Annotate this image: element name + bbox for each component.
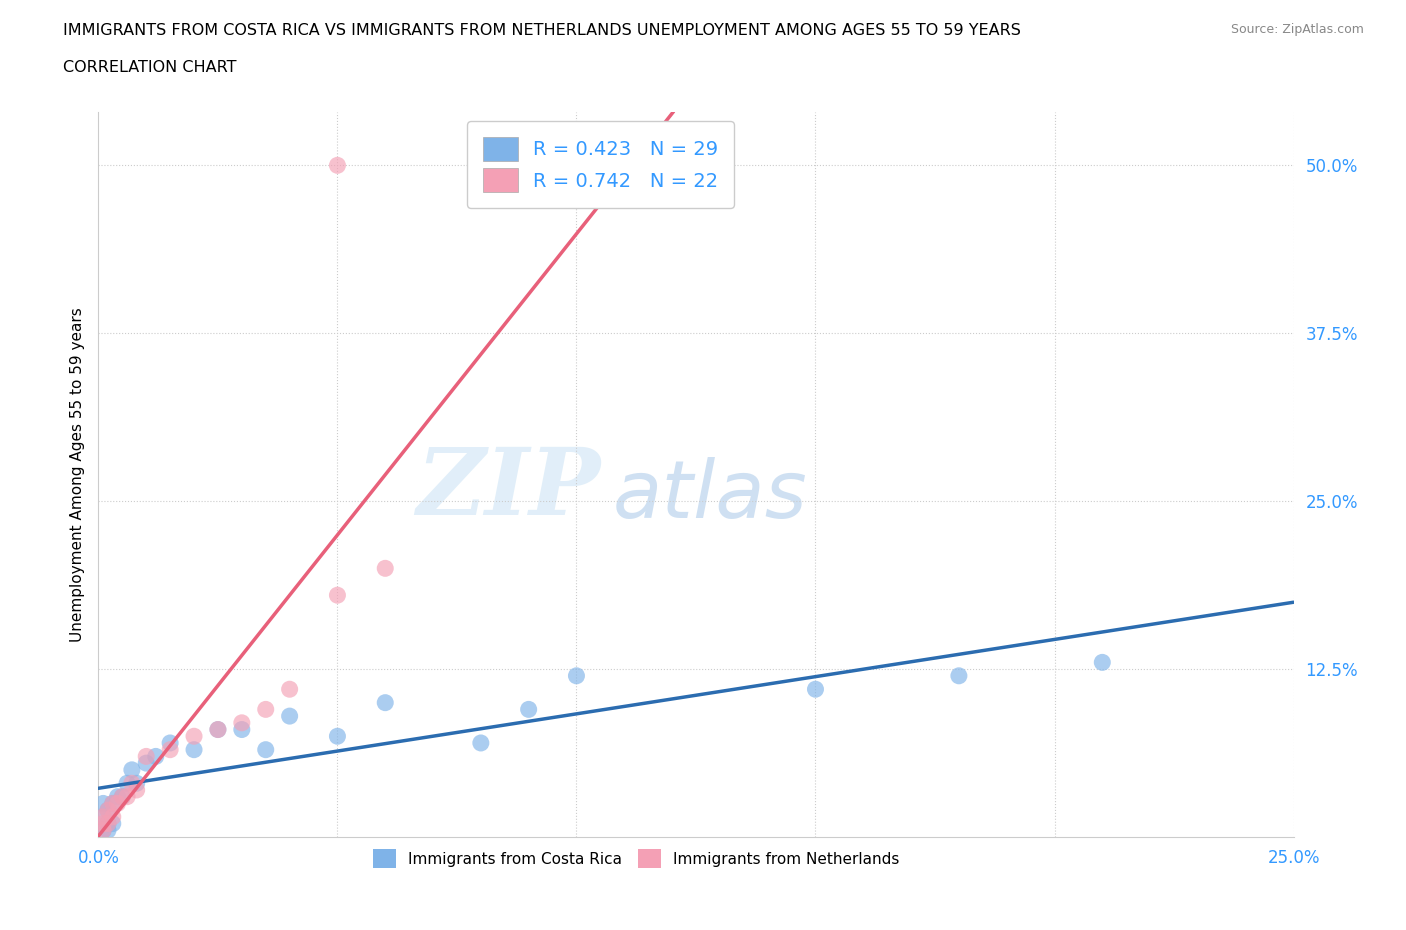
Point xyxy=(91,809,114,824)
Point xyxy=(91,809,114,824)
Point xyxy=(183,729,205,744)
Point xyxy=(565,669,588,684)
Point xyxy=(97,803,120,817)
Point xyxy=(115,790,138,804)
Point xyxy=(183,742,205,757)
Point xyxy=(97,823,120,838)
Point xyxy=(207,722,229,737)
Point xyxy=(254,702,277,717)
Point xyxy=(125,782,148,797)
Point xyxy=(97,817,120,831)
Text: ZIP: ZIP xyxy=(416,444,600,534)
Point xyxy=(101,796,124,811)
Text: atlas: atlas xyxy=(613,457,807,535)
Text: IMMIGRANTS FROM COSTA RICA VS IMMIGRANTS FROM NETHERLANDS UNEMPLOYMENT AMONG AGE: IMMIGRANTS FROM COSTA RICA VS IMMIGRANTS… xyxy=(63,23,1021,38)
Text: Source: ZipAtlas.com: Source: ZipAtlas.com xyxy=(1230,23,1364,36)
Point xyxy=(326,588,349,603)
Point xyxy=(91,823,114,838)
Point xyxy=(374,696,396,711)
Point xyxy=(107,790,129,804)
Point xyxy=(326,158,349,173)
Point xyxy=(159,736,181,751)
Point xyxy=(101,796,124,811)
Point xyxy=(326,729,349,744)
Point xyxy=(159,742,181,757)
Point xyxy=(91,796,114,811)
Point xyxy=(517,702,540,717)
Point xyxy=(101,809,124,824)
Y-axis label: Unemployment Among Ages 55 to 59 years: Unemployment Among Ages 55 to 59 years xyxy=(69,307,84,642)
Point xyxy=(111,790,134,804)
Point xyxy=(121,776,143,790)
Point xyxy=(107,796,129,811)
Point xyxy=(278,709,301,724)
Point xyxy=(97,803,120,817)
Point xyxy=(145,749,167,764)
Point xyxy=(374,561,396,576)
Point xyxy=(97,817,120,831)
Point xyxy=(804,682,827,697)
Point xyxy=(278,682,301,697)
Point xyxy=(231,722,253,737)
Point xyxy=(231,715,253,730)
Point xyxy=(254,742,277,757)
Point xyxy=(135,749,157,764)
Point xyxy=(1091,655,1114,670)
Legend: Immigrants from Costa Rica, Immigrants from Netherlands: Immigrants from Costa Rica, Immigrants f… xyxy=(361,837,911,880)
Text: CORRELATION CHART: CORRELATION CHART xyxy=(63,60,236,75)
Point xyxy=(101,817,124,831)
Point xyxy=(207,722,229,737)
Point xyxy=(115,776,138,790)
Point xyxy=(91,823,114,838)
Point xyxy=(135,756,157,771)
Point xyxy=(125,776,148,790)
Point xyxy=(121,763,143,777)
Point xyxy=(111,790,134,804)
Point xyxy=(91,817,114,831)
Point xyxy=(470,736,492,751)
Point xyxy=(948,669,970,684)
